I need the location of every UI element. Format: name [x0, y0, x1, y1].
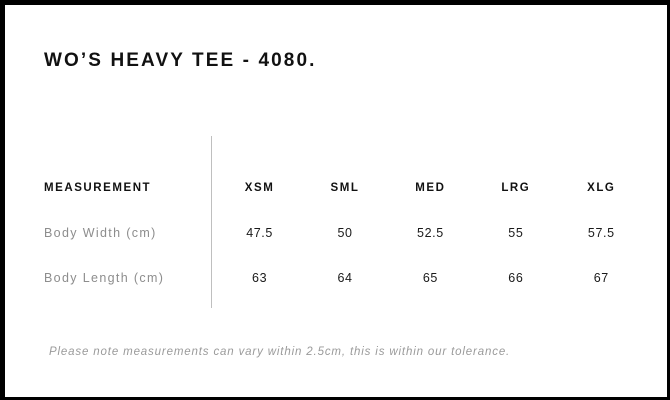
page-title: WO’S HEAVY TEE - 4080.: [44, 50, 317, 71]
cell-body-length-xlg: 67: [593, 270, 609, 285]
table-row: Body Width (cm) 47.5 50 52.5 55 57.5: [44, 210, 644, 255]
column-header-measurement: MEASUREMENT: [44, 181, 152, 194]
size-table-body: Body Width (cm) 47.5 50 52.5 55 57.5 Bod…: [44, 210, 644, 300]
tolerance-footnote: Please note measurements can vary within…: [49, 346, 511, 358]
cell-body-length-sml: 64: [337, 270, 353, 285]
column-header-xsm: XSM: [244, 181, 275, 194]
card-inner: WO’S HEAVY TEE - 4080. MEASUREMENT XSM S…: [5, 5, 667, 397]
cell-body-length-med: 65: [422, 270, 438, 285]
column-header-med: MED: [415, 181, 446, 194]
cell-body-width-med: 52.5: [417, 225, 444, 240]
size-table-head: MEASUREMENT XSM SML MED LRG XLG: [44, 165, 644, 210]
column-header-xlg: XLG: [587, 181, 616, 194]
cell-body-width-sml: 50: [337, 225, 353, 240]
table-row: Body Length (cm) 63 64 65 66 67: [44, 255, 644, 300]
cell-body-length-lrg: 66: [508, 270, 524, 285]
size-table: MEASUREMENT XSM SML MED LRG XLG Body Wid…: [44, 165, 644, 300]
row-label-body-length: Body Length (cm): [44, 270, 165, 285]
column-header-lrg: LRG: [501, 181, 531, 194]
cell-body-width-lrg: 55: [508, 225, 524, 240]
table-vertical-divider: [211, 136, 212, 308]
cell-body-length-xsm: 63: [252, 270, 268, 285]
cell-body-width-xlg: 57.5: [587, 225, 615, 240]
row-label-body-width: Body Width (cm): [44, 225, 157, 240]
table-header-row: MEASUREMENT XSM SML MED LRG XLG: [44, 165, 644, 210]
column-header-sml: SML: [330, 181, 360, 194]
cell-body-width-xsm: 47.5: [246, 225, 273, 240]
